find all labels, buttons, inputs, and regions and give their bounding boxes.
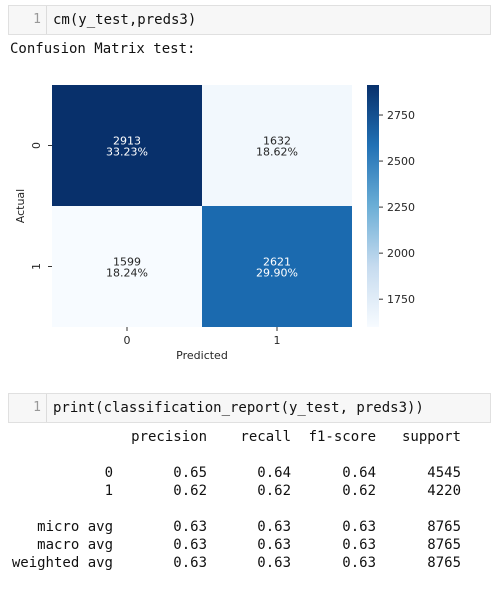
report-cell: 0.63 bbox=[342, 519, 376, 535]
heatmap-cell bbox=[202, 206, 352, 327]
colorbar-tick-label: 2500 bbox=[387, 155, 415, 168]
line-number: 1 bbox=[9, 6, 47, 34]
report-cell: 0.63 bbox=[257, 519, 291, 535]
y-axis-label: Actual bbox=[14, 189, 27, 223]
report-cell: 0.63 bbox=[257, 555, 291, 571]
cell-percent-label: 18.62% bbox=[256, 146, 298, 159]
code-cell-1[interactable]: 1 cm(y_test,preds3) bbox=[8, 5, 491, 35]
cell-count-label: 1632 bbox=[263, 135, 291, 148]
y-tick-label: 1 bbox=[30, 263, 43, 270]
colorbar-tick-label: 2000 bbox=[387, 247, 415, 260]
report-cell: 0.63 bbox=[342, 555, 376, 571]
line-number: 1 bbox=[9, 394, 47, 422]
report-row-label: 1 bbox=[104, 483, 113, 499]
colorbar-tick-label: 2250 bbox=[387, 201, 415, 214]
report-cell: f1-score bbox=[308, 429, 376, 445]
output-title: Confusion Matrix test: bbox=[10, 41, 196, 57]
report-cell: 0.64 bbox=[257, 465, 291, 481]
colorbar bbox=[367, 85, 379, 327]
cell-percent-label: 29.90% bbox=[256, 267, 298, 280]
cell-percent-label: 33.23% bbox=[106, 146, 148, 159]
cell-percent-label: 18.24% bbox=[106, 267, 148, 280]
colorbar-tick-label: 1750 bbox=[387, 293, 415, 306]
report-cell: 0.62 bbox=[257, 483, 291, 499]
code-input[interactable]: print(classification_report(y_test, pred… bbox=[53, 400, 424, 416]
report-cell: 8765 bbox=[427, 519, 461, 535]
code-cell-2[interactable]: 1 print(classification_report(y_test, pr… bbox=[8, 393, 491, 423]
report-cell: 0.64 bbox=[342, 465, 376, 481]
report-cell: precision bbox=[131, 429, 207, 445]
report-cell: 4545 bbox=[427, 465, 461, 481]
x-axis-label: Predicted bbox=[176, 349, 228, 362]
heatmap-cell bbox=[52, 85, 202, 206]
cell-count-label: 2913 bbox=[113, 135, 141, 148]
report-cell: 0.63 bbox=[173, 519, 207, 535]
x-tick-label: 0 bbox=[124, 334, 131, 347]
report-cell: 0.63 bbox=[257, 537, 291, 553]
report-cell: 0.65 bbox=[173, 465, 207, 481]
report-cell: 0.63 bbox=[173, 555, 207, 571]
report-row-label: micro avg bbox=[37, 519, 113, 535]
report-cell: 8765 bbox=[427, 537, 461, 553]
report-cell: 4220 bbox=[427, 483, 461, 499]
report-cell: 0.62 bbox=[342, 483, 376, 499]
x-tick-label: 1 bbox=[274, 334, 281, 347]
code-input[interactable]: cm(y_test,preds3) bbox=[53, 12, 197, 28]
report-cell: 8765 bbox=[427, 555, 461, 571]
report-cell: 0.62 bbox=[173, 483, 207, 499]
report-cell: recall bbox=[240, 429, 291, 445]
report-row-label: macro avg bbox=[37, 537, 113, 553]
cell-count-label: 2621 bbox=[263, 256, 291, 269]
heatmap-cell bbox=[52, 206, 202, 327]
report-cell: 0.63 bbox=[173, 537, 207, 553]
colorbar-tick-label: 2750 bbox=[387, 109, 415, 122]
y-tick-label: 0 bbox=[30, 142, 43, 149]
cell-count-label: 1599 bbox=[113, 256, 141, 269]
heatmap-cell bbox=[202, 85, 352, 206]
report-cell: support bbox=[401, 429, 461, 445]
report-row-label: weighted avg bbox=[11, 555, 113, 571]
report-cell: 0.63 bbox=[342, 537, 376, 553]
report-row-label: 0 bbox=[104, 465, 113, 481]
